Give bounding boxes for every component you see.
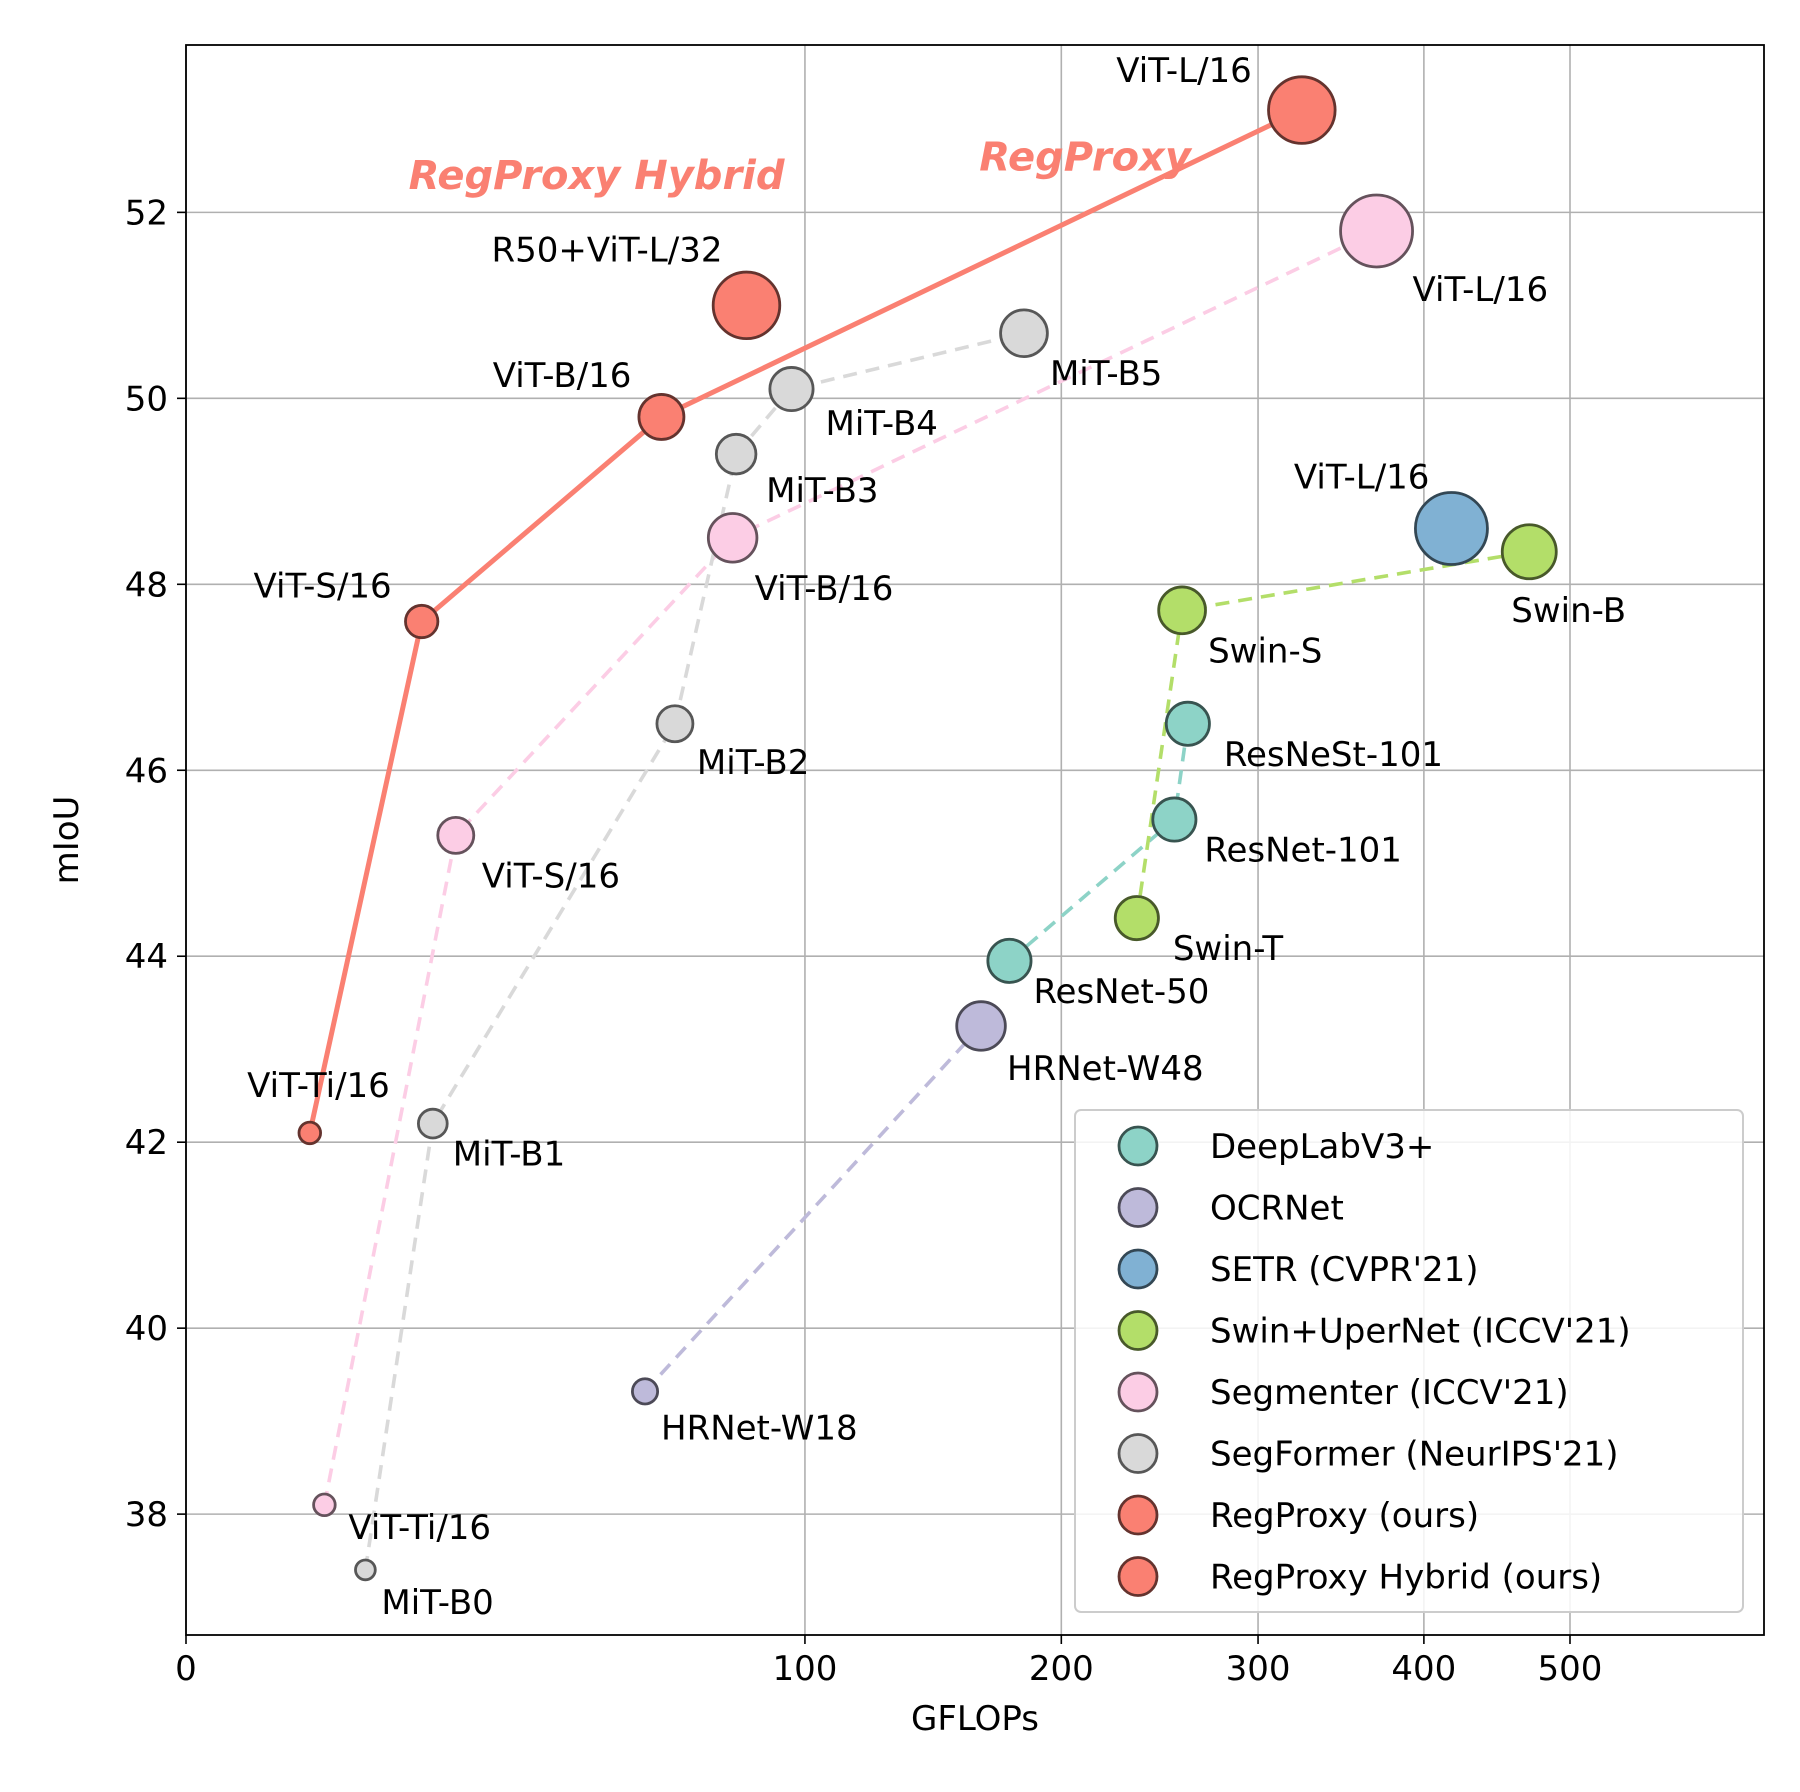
- point-segmenter-iccv-21-vit-ti-16: [312, 1492, 337, 1518]
- x-tick-label: 100: [772, 1649, 837, 1689]
- legend: DeepLabV3+ OCRNet SETR (CVPR'21) Swin+UperN…: [1074, 1109, 1744, 1613]
- point-segmenter-iccv-21-vit-b-16: [706, 512, 759, 564]
- x-tick-label: 500: [1538, 1649, 1603, 1689]
- annotation-regproxy: RegProxy: [979, 135, 1193, 181]
- point-swin-upernet-iccv-21-swin-b: [1500, 523, 1558, 581]
- x-tick-label: 400: [1391, 1649, 1456, 1689]
- point-label: ViT-L/16: [1116, 51, 1252, 91]
- point-regproxy-hybrid-ours-r50-vit-l-32: [711, 270, 782, 341]
- point-segformer-neurips-21-mit-b5: [999, 308, 1049, 359]
- series-line-ocrnet: [643, 1024, 983, 1393]
- point-deeplabv3-resnet-101: [1151, 796, 1198, 843]
- data-points: [297, 75, 1558, 1582]
- annotation-regproxy-hybrid: RegProxy Hybrid: [409, 153, 785, 199]
- point-ocrnet-hrnet-w48: [955, 1000, 1007, 1052]
- legend-label: DeepLabV3+: [1210, 1127, 1434, 1167]
- legend-label: Swin+UperNet (ICCV'21): [1210, 1312, 1631, 1352]
- point-regproxy-ours-vit-ti-16: [297, 1120, 322, 1146]
- point-label: ViT-Ti/16: [247, 1066, 390, 1106]
- point-segformer-neurips-21-mit-b3: [714, 432, 758, 476]
- legend-marker-swin-upernet-iccv-21: [1117, 1310, 1159, 1351]
- y-tick-label: 50: [125, 379, 168, 419]
- legend-marker-deeplabv3: [1117, 1125, 1159, 1167]
- legend-marker-setr-cvpr-21: [1117, 1248, 1159, 1290]
- point-label: ViT-B/16: [755, 569, 894, 609]
- point-deeplabv3-resnet-50: [986, 937, 1033, 984]
- series-line-segformer-neurips-21: [363, 331, 1025, 1571]
- legend-label: SETR (CVPR'21): [1210, 1250, 1479, 1290]
- point-segformer-neurips-21-mit-b4: [768, 366, 815, 413]
- point-segmenter-iccv-21-vit-l-16: [1339, 193, 1414, 269]
- point-regproxy-ours-vit-b-16: [637, 393, 686, 441]
- point-label: MiT-B2: [697, 743, 809, 783]
- y-tick-label: 48: [125, 565, 168, 605]
- point-label: ViT-L/16: [1413, 270, 1549, 310]
- y-tick-label: 40: [125, 1309, 168, 1349]
- grid: [185, 45, 1764, 1635]
- legend-marker-ocrnet: [1117, 1187, 1159, 1228]
- legend-marker-segformer-neurips-21: [1117, 1433, 1159, 1474]
- legend-label: Segmenter (ICCV'21): [1210, 1373, 1569, 1413]
- point-label: Swin-T: [1173, 929, 1284, 969]
- legend-box: [1074, 1109, 1744, 1613]
- point-label: Swin-B: [1511, 591, 1626, 631]
- point-swin-upernet-iccv-21-swin-s: [1157, 585, 1207, 636]
- point-segformer-neurips-21-mit-b1: [417, 1107, 449, 1140]
- point-deeplabv3-resnest-101: [1164, 700, 1211, 747]
- axes: 0 100 200 300 400 500 38 40 42 44 46 48 50 52 GFLOPs mI…: [47, 193, 1602, 1739]
- point-label: ViT-Ti/16: [348, 1508, 491, 1548]
- point-regproxy-ours-vit-s-16: [404, 603, 440, 640]
- point-segformer-neurips-21-mit-b2: [655, 704, 695, 744]
- y-axis-label: mIoU: [47, 796, 87, 885]
- point-label: MiT-B1: [453, 1135, 565, 1175]
- point-segformer-neurips-21-mit-b0: [354, 1558, 377, 1582]
- legend-label: RegProxy (ours): [1210, 1496, 1479, 1536]
- point-label: ResNeSt-101: [1224, 735, 1443, 775]
- point-label: HRNet-W18: [661, 1408, 858, 1448]
- point-label: MiT-B5: [1050, 354, 1162, 394]
- point-label: ViT-S/16: [253, 566, 391, 606]
- point-label: MiT-B4: [825, 404, 937, 444]
- point-labels: ResNet-50 ResNet-101 ResNeSt-101 HRNet-W18 H…: [247, 51, 1626, 1623]
- x-tick-label: 300: [1226, 1649, 1291, 1689]
- point-label: ViT-L/16: [1294, 458, 1430, 498]
- annotations: RegProxy Hybrid RegProxy: [409, 135, 1193, 200]
- legend-label: RegProxy Hybrid (ours): [1210, 1558, 1602, 1598]
- point-label: MiT-B3: [766, 471, 878, 511]
- point-label: ResNet-101: [1204, 831, 1402, 871]
- legend-label: SegFormer (NeurIPS'21): [1210, 1435, 1619, 1475]
- point-setr-cvpr-21-vit-l-16: [1414, 491, 1489, 566]
- point-swin-upernet-iccv-21-swin-t: [1113, 895, 1160, 942]
- legend-marker-segmenter-iccv-21: [1117, 1371, 1159, 1413]
- y-tick-label: 52: [125, 193, 168, 233]
- y-tick-label: 44: [125, 937, 168, 977]
- legend-marker-regproxy-ours: [1117, 1494, 1159, 1536]
- legend-label: OCRNet: [1210, 1189, 1344, 1229]
- point-label: Swin-S: [1208, 631, 1322, 671]
- point-regproxy-ours-vit-l-16: [1267, 75, 1337, 145]
- y-tick-label: 38: [125, 1495, 168, 1535]
- x-tick-label: 200: [1029, 1649, 1094, 1689]
- point-label: ResNet-50: [1033, 972, 1209, 1012]
- x-tick-label: 0: [175, 1649, 197, 1689]
- point-label: HRNet-W48: [1007, 1049, 1204, 1089]
- series-line-regproxy-ours: [307, 107, 1303, 1134]
- point-label: R50+ViT-L/32: [492, 230, 723, 270]
- series-line-segmenter-iccv-21: [322, 229, 1378, 1506]
- point-label: ViT-B/16: [493, 356, 632, 396]
- plot-frame: [185, 44, 1765, 1636]
- point-label: ViT-S/16: [482, 856, 620, 896]
- point-segmenter-iccv-21-vit-s-16: [436, 815, 476, 855]
- point-label: MiT-B0: [381, 1583, 493, 1623]
- legend-marker-regproxy-hybrid-ours: [1117, 1556, 1159, 1597]
- y-tick-label: 46: [125, 751, 168, 791]
- point-ocrnet-hrnet-w18: [631, 1377, 660, 1406]
- x-axis-label: GFLOPs: [911, 1699, 1039, 1739]
- y-tick-label: 42: [125, 1123, 168, 1163]
